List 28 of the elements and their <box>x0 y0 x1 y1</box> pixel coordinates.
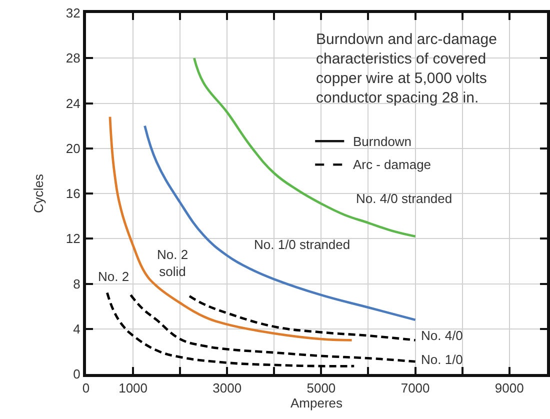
series-label: No. 1/0 stranded <box>254 237 350 252</box>
series-label: No. 4/0 stranded <box>356 191 452 206</box>
x-tick-label: 5000 <box>306 380 336 396</box>
line-series <box>188 294 416 342</box>
y-tick-label: 20 <box>66 140 80 156</box>
line-series <box>106 292 356 368</box>
y-tick-label: 24 <box>66 96 80 111</box>
series-label: No. 2 <box>98 269 130 284</box>
text: Burndown and arc-damage characteristics of covered copper wire at 5,000 volts conductor spacing 28 in. <box>316 31 497 106</box>
x-axis-title: Amperes <box>290 396 344 411</box>
y-tick-label: 4 <box>73 321 80 336</box>
series-label: No. 2 solid <box>157 247 188 279</box>
y-tick-label: 0 <box>73 366 80 382</box>
x-tick-label: 1000 <box>118 380 148 396</box>
x-tick-label: 9000 <box>494 380 524 396</box>
series-label: No. 4/0 <box>421 328 463 343</box>
annotation: Burndown <box>353 134 412 149</box>
y-tick-label: 16 <box>66 186 80 202</box>
x-tick-label: 3000 <box>212 380 242 396</box>
annotation: Arc - damage <box>353 157 432 172</box>
y-tick-label: 12 <box>66 231 80 246</box>
y-tick-label: 32 <box>66 6 80 21</box>
y-tick-label: 8 <box>73 276 80 292</box>
series-label: No. 1/0 <box>421 352 463 367</box>
line-series <box>129 294 416 363</box>
x-tick-label: 7000 <box>400 380 430 396</box>
y-axis-title: Cycles <box>30 174 46 214</box>
y-tick-label: 28 <box>66 50 80 66</box>
